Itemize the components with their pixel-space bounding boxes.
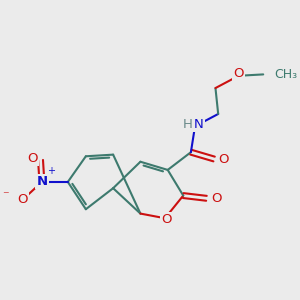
Text: N: N xyxy=(36,176,47,188)
Text: O: O xyxy=(27,152,38,165)
Text: O: O xyxy=(161,213,172,226)
Text: O: O xyxy=(211,192,221,205)
Text: O: O xyxy=(18,193,28,206)
Text: +: + xyxy=(47,166,56,176)
Text: N: N xyxy=(194,118,204,131)
Text: CH₃: CH₃ xyxy=(274,68,297,81)
Text: H: H xyxy=(182,118,192,131)
Text: ⁻: ⁻ xyxy=(2,189,9,202)
Text: O: O xyxy=(233,67,244,80)
Text: O: O xyxy=(218,152,229,166)
